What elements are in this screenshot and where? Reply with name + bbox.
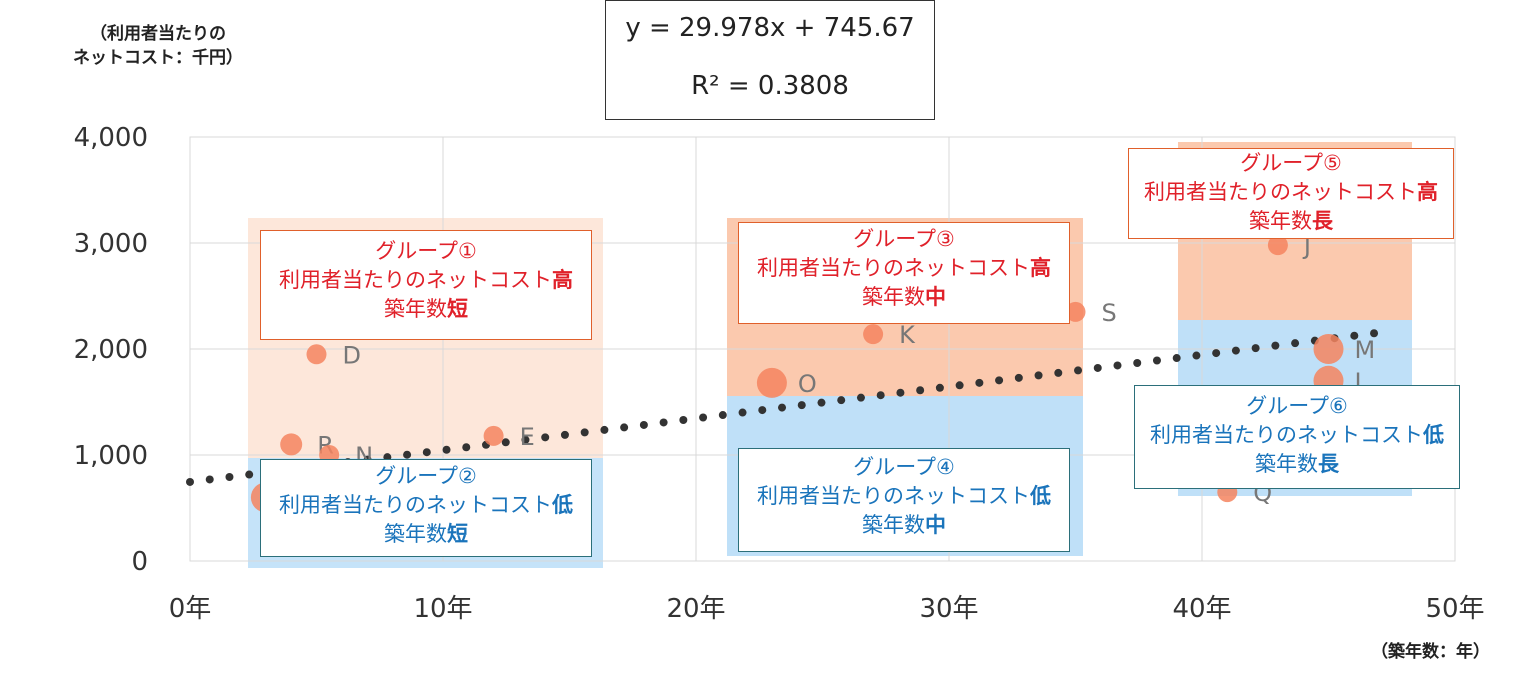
trendline-dot [699, 413, 708, 422]
point-label: S [1102, 299, 1117, 327]
point-label: K [899, 321, 916, 349]
trendline-dot [639, 420, 648, 429]
group-3-label: グループ③ 利用者当たりのネットコスト高 築年数中 [738, 222, 1070, 324]
trendline-dot [1192, 351, 1201, 360]
data-point [756, 367, 787, 398]
trendline-dot [1291, 339, 1300, 348]
trendline-dot [659, 418, 668, 427]
group-6-label: グループ⑥ 利用者当たりのネットコスト低 築年数長 [1134, 385, 1460, 489]
trendline-dot [679, 415, 688, 424]
data-point [280, 433, 303, 456]
trendline-equation-box: y = 29.978x + 745.67 R² = 0.3808 [605, 0, 935, 120]
trendline-dot [245, 470, 254, 479]
trendline-dot [1093, 363, 1102, 372]
x-tick-label: 0年 [169, 594, 212, 624]
plot-area-border [189, 136, 1456, 562]
trendline-dot [205, 475, 214, 484]
y-tick-label: 2,000 [74, 335, 148, 365]
trendline-dot [995, 376, 1004, 385]
y-axis-title: （利用者当たりの ネットコスト：千円） [73, 24, 243, 68]
point-label: E [520, 423, 535, 451]
trendline-dot [1370, 329, 1379, 338]
trendline-dot [600, 425, 609, 434]
point-label: J [1302, 232, 1311, 260]
trendline-dot [797, 401, 806, 410]
group-4-label: グループ④ 利用者当たりのネットコスト低 築年数中 [738, 448, 1070, 552]
trendline-dot [876, 391, 885, 400]
trendline-dot [620, 423, 629, 432]
point-label: M [1355, 336, 1376, 364]
trendline-dot [541, 433, 550, 442]
trendline-dot [1054, 368, 1063, 377]
trendline-dot [1152, 356, 1161, 365]
trendline-dot [935, 383, 944, 392]
trendline-dot [1251, 344, 1260, 353]
trendline-dot [916, 386, 925, 395]
trendline-dot [521, 435, 530, 444]
trendline-dot [975, 378, 984, 387]
data-point [306, 344, 327, 365]
data-point [1313, 334, 1344, 364]
x-tick-label: 30年 [919, 594, 978, 624]
trendline-dot [758, 406, 767, 415]
trendline-dot [1113, 361, 1122, 370]
trendline-dot [778, 403, 787, 412]
trendline-dot [1350, 331, 1359, 340]
trendline-dot [1271, 341, 1280, 350]
trendline-dot [1074, 366, 1083, 375]
group-5-label: グループ⑤ 利用者当たりのネットコスト高 築年数長 [1128, 148, 1454, 239]
data-point [863, 324, 884, 345]
trendline-dot [225, 473, 234, 482]
trendline-dot [501, 438, 510, 447]
trendline-dot [1172, 354, 1181, 363]
r-squared: R² = 0.3808 [691, 71, 849, 101]
trendline-dot [403, 450, 412, 459]
x-tick-label: 10年 [413, 594, 472, 624]
x-tick-label: 50年 [1425, 594, 1484, 624]
trendline-equation: y = 29.978x + 745.67 [625, 13, 915, 43]
x-axis-title: （築年数：年） [1371, 642, 1490, 662]
y-tick-label: 4,000 [74, 123, 148, 153]
trendline-dot [718, 411, 727, 420]
trendline-dot [442, 445, 451, 454]
point-label: O [798, 370, 817, 398]
trendline-dot [837, 396, 846, 405]
trendline-dot [896, 388, 905, 397]
data-point [1267, 235, 1288, 256]
trendline-dot [856, 393, 865, 402]
trendline-dot [186, 477, 194, 486]
y-tick-label: 3,000 [74, 229, 148, 259]
trendline-dot [1034, 371, 1043, 380]
trendline-dot [955, 381, 964, 390]
point-label: D [343, 341, 361, 369]
trendline-dot [1212, 349, 1221, 358]
x-tick-label: 20年 [666, 594, 725, 624]
trendline-dot [462, 443, 471, 452]
data-point [483, 425, 504, 446]
trendline-dot [422, 448, 431, 457]
trendline-dot [738, 408, 747, 417]
trendline-dot [560, 430, 569, 439]
trendline-dot [1231, 346, 1240, 355]
group-1-label: グループ① 利用者当たりのネットコスト高 築年数短 [260, 230, 592, 340]
y-tick-label: 1,000 [74, 441, 148, 471]
data-point [1065, 301, 1086, 322]
trendline-dot [1133, 358, 1142, 367]
group-2-label: グループ② 利用者当たりのネットコスト低 築年数短 [260, 459, 592, 557]
trendline-dot [817, 398, 826, 407]
trendline-dot [1014, 373, 1023, 382]
trendline-dot [580, 428, 589, 437]
y-tick-label: 0 [131, 547, 148, 577]
x-tick-label: 40年 [1172, 594, 1231, 624]
